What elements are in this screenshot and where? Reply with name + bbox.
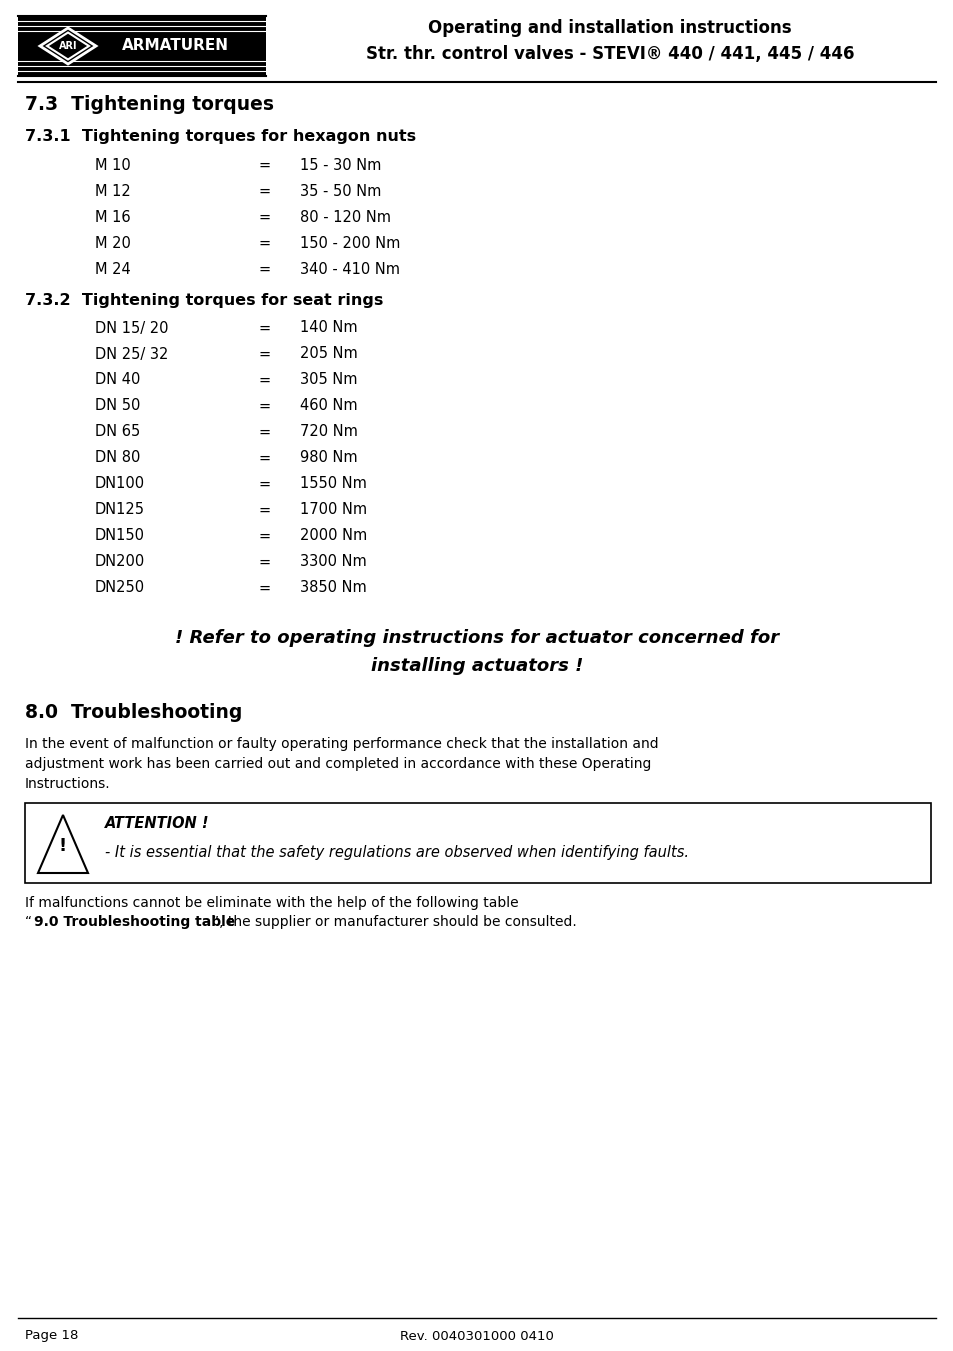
Text: =: = [258,320,271,335]
Text: M 10: M 10 [95,158,131,173]
Text: =: = [258,581,271,596]
Text: 9.0 Troubleshooting table: 9.0 Troubleshooting table [34,915,235,929]
Text: =: = [258,528,271,543]
Polygon shape [40,28,96,63]
Text: =: = [258,399,271,413]
Text: 2000 Nm: 2000 Nm [299,528,367,543]
Text: =: = [258,424,271,439]
Text: Page 18: Page 18 [25,1329,78,1343]
Text: DN 15/ 20: DN 15/ 20 [95,320,169,335]
Text: M 16: M 16 [95,209,131,224]
FancyBboxPatch shape [25,802,930,884]
Text: DN200: DN200 [95,554,145,570]
Text: 7.3  Tightening torques: 7.3 Tightening torques [25,95,274,113]
Text: 3300 Nm: 3300 Nm [299,554,366,570]
Text: 305 Nm: 305 Nm [299,373,357,388]
Text: 3850 Nm: 3850 Nm [299,581,366,596]
Text: 1550 Nm: 1550 Nm [299,477,367,492]
Text: If malfunctions cannot be eliminate with the help of the following table: If malfunctions cannot be eliminate with… [25,896,518,911]
Text: ”, the supplier or manufacturer should be consulted.: ”, the supplier or manufacturer should b… [212,915,577,929]
Text: “: “ [25,915,32,929]
Text: M 24: M 24 [95,262,131,277]
Text: Operating and installation instructions: Operating and installation instructions [428,19,791,36]
Text: adjustment work has been carried out and completed in accordance with these Oper: adjustment work has been carried out and… [25,757,651,771]
Text: ! Refer to operating instructions for actuator concerned for: ! Refer to operating instructions for ac… [174,630,779,647]
Bar [18,16,266,76]
Text: 80 - 120 Nm: 80 - 120 Nm [299,209,391,224]
Text: =: = [258,184,271,199]
Text: ARMATUREN: ARMATUREN [121,38,229,54]
Text: =: = [258,554,271,570]
Text: 150 - 200 Nm: 150 - 200 Nm [299,235,400,250]
Text: Instructions.: Instructions. [25,777,111,790]
Text: =: = [258,373,271,388]
Text: DN 40: DN 40 [95,373,140,388]
Text: DN 50: DN 50 [95,399,140,413]
Text: =: = [258,477,271,492]
Text: 980 Nm: 980 Nm [299,450,357,466]
Text: 35 - 50 Nm: 35 - 50 Nm [299,184,381,199]
Text: =: = [258,346,271,362]
Text: DN100: DN100 [95,477,145,492]
Text: Rev. 0040301000 0410: Rev. 0040301000 0410 [399,1329,554,1343]
Text: - It is essential that the safety regulations are observed when identifying faul: - It is essential that the safety regula… [105,846,688,861]
Text: DN150: DN150 [95,528,145,543]
Text: =: = [258,158,271,173]
Text: M 20: M 20 [95,235,131,250]
Text: M 12: M 12 [95,184,131,199]
Text: 340 - 410 Nm: 340 - 410 Nm [299,262,399,277]
Polygon shape [47,32,89,59]
Text: ATTENTION !: ATTENTION ! [105,816,210,831]
Text: installing actuators !: installing actuators ! [371,657,582,676]
Text: =: = [258,235,271,250]
Text: 460 Nm: 460 Nm [299,399,357,413]
Text: 8.0  Troubleshooting: 8.0 Troubleshooting [25,703,242,721]
Text: ARI: ARI [59,41,77,51]
Text: 140 Nm: 140 Nm [299,320,357,335]
Polygon shape [38,815,88,873]
Text: Str. thr. control valves - STEVI® 440 / 441, 445 / 446: Str. thr. control valves - STEVI® 440 / … [365,45,853,63]
Text: 720 Nm: 720 Nm [299,424,357,439]
Text: 1700 Nm: 1700 Nm [299,503,367,517]
Text: =: = [258,450,271,466]
Text: DN250: DN250 [95,581,145,596]
Text: DN 25/ 32: DN 25/ 32 [95,346,168,362]
Text: 7.3.1  Tightening torques for hexagon nuts: 7.3.1 Tightening torques for hexagon nut… [25,128,416,143]
Text: !: ! [59,838,67,855]
Text: 7.3.2  Tightening torques for seat rings: 7.3.2 Tightening torques for seat rings [25,293,383,308]
Text: 205 Nm: 205 Nm [299,346,357,362]
Text: 15 - 30 Nm: 15 - 30 Nm [299,158,381,173]
Text: =: = [258,262,271,277]
Text: =: = [258,503,271,517]
Text: DN125: DN125 [95,503,145,517]
Text: DN 65: DN 65 [95,424,140,439]
Text: DN 80: DN 80 [95,450,140,466]
Text: =: = [258,209,271,224]
Text: In the event of malfunction or faulty operating performance check that the insta: In the event of malfunction or faulty op… [25,738,658,751]
